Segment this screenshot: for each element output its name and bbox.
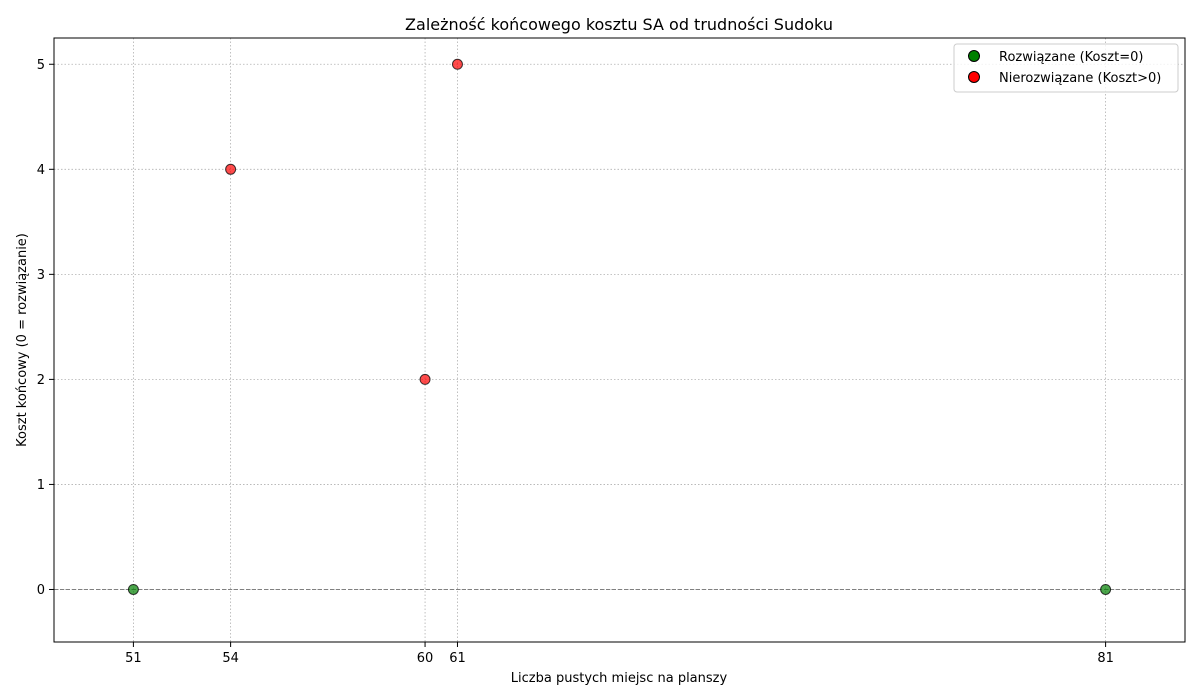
x-tick-label: 81 bbox=[1097, 651, 1114, 666]
x-tick-label: 60 bbox=[417, 651, 434, 666]
legend: Rozwiązane (Koszt=0) Nierozwiązane (Kosz… bbox=[953, 43, 1179, 93]
legend-marker-unsolved bbox=[968, 71, 980, 83]
y-axis-label: Koszt końcowy (0 = rozwiązanie) bbox=[15, 233, 30, 447]
x-tick-label: 54 bbox=[222, 651, 239, 666]
solved-point bbox=[1100, 583, 1112, 595]
chart-title: Zależność końcowego kosztu SA od trudnoś… bbox=[405, 15, 833, 34]
x-tick-label: 61 bbox=[449, 651, 466, 666]
legend-marker-solved bbox=[968, 50, 980, 62]
x-axis-ticks: 51 54 60 61 81 bbox=[125, 642, 1114, 666]
y-tick-label: 5 bbox=[37, 58, 45, 73]
solved-point bbox=[127, 583, 139, 595]
data-points bbox=[127, 58, 1112, 595]
legend-box bbox=[953, 43, 1179, 93]
y-axis-ticks: 0 1 2 3 4 5 bbox=[37, 58, 54, 598]
unsolved-point bbox=[419, 373, 431, 385]
x-axis-label: Liczba pustych miejsc na planszy bbox=[511, 671, 728, 686]
x-tick-label: 51 bbox=[125, 651, 142, 666]
unsolved-point bbox=[451, 58, 463, 70]
legend-label-solved: Rozwiązane (Koszt=0) bbox=[999, 50, 1143, 65]
legend-label-unsolved: Nierozwiązane (Koszt>0) bbox=[999, 71, 1161, 86]
unsolved-point bbox=[225, 163, 237, 175]
y-tick-label: 4 bbox=[37, 163, 45, 178]
y-tick-label: 1 bbox=[37, 478, 45, 493]
plot-area-frame bbox=[53, 37, 1186, 643]
y-tick-label: 2 bbox=[37, 373, 45, 388]
y-tick-label: 0 bbox=[37, 583, 45, 598]
y-tick-label: 3 bbox=[37, 268, 45, 283]
